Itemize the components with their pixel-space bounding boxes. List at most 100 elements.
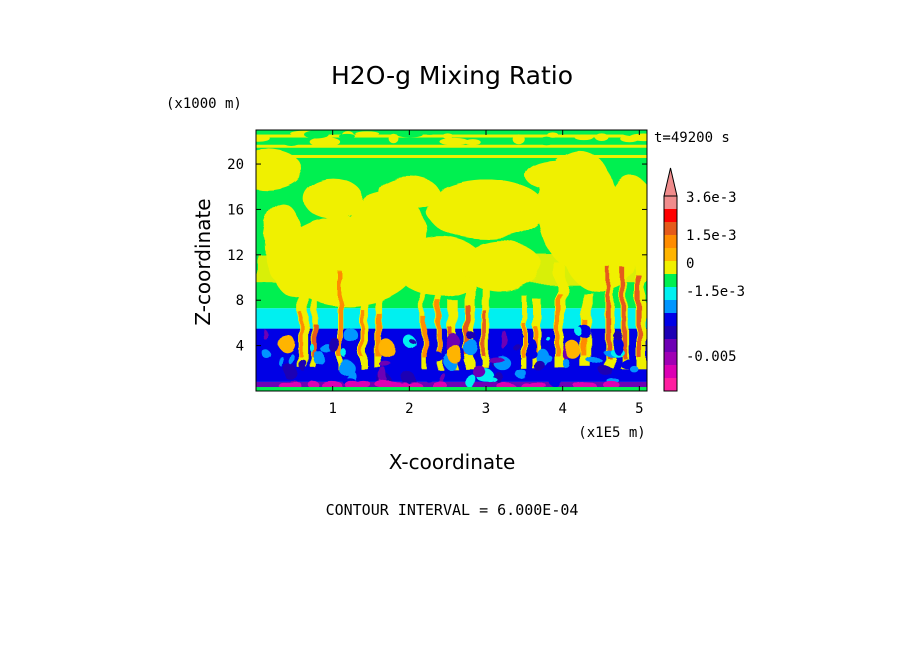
- contour-blob: [278, 334, 295, 353]
- plot-frame: [255, 129, 648, 392]
- surface-layer: [256, 387, 647, 391]
- contour-blob: [408, 337, 414, 343]
- contour-band: [256, 154, 647, 158]
- colorbar-label: 1.5e-3: [686, 228, 737, 244]
- contour-blob: [598, 366, 613, 375]
- plume: [298, 284, 309, 369]
- contour-blob: [513, 342, 520, 352]
- time-label: t=49200 s: [654, 130, 730, 146]
- contour-blob: [426, 179, 546, 240]
- plume-core: [556, 291, 561, 357]
- plume-core: [337, 271, 342, 357]
- contour-blob: [337, 359, 354, 375]
- x-axis: 1 2 3 4 5: [328, 130, 644, 417]
- contour-blob: [447, 345, 464, 364]
- colorbar-swatch: [664, 196, 677, 210]
- contour-blob: [606, 175, 647, 266]
- contour-blob: [423, 130, 436, 135]
- contour-blob: [378, 338, 395, 357]
- contour-blob: [302, 178, 363, 219]
- colorbar-label: 3.6e-3: [686, 190, 737, 206]
- colorbar-swatch: [664, 222, 677, 236]
- contour-blob: [612, 329, 621, 340]
- y-tick-label: 12: [227, 248, 244, 264]
- plume-core: [483, 310, 487, 357]
- contour-blob: [479, 376, 498, 383]
- contour-blob: [439, 137, 469, 146]
- x-tick-label: 4: [558, 401, 566, 417]
- x-tick-label: 3: [482, 401, 490, 417]
- contour-blob: [566, 342, 583, 361]
- contour-field: [256, 130, 647, 391]
- colorbar-swatch: [664, 248, 677, 262]
- plume-core: [605, 266, 611, 357]
- contour-blob: [533, 360, 545, 372]
- x-axis-label: X-coordinate: [389, 450, 516, 474]
- contour-blob: [547, 132, 559, 138]
- contour-blob: [429, 351, 443, 361]
- contour-band: [256, 144, 647, 148]
- contour-blob: [465, 373, 476, 389]
- contour-blob: [262, 328, 267, 340]
- contour-blob: [512, 134, 525, 145]
- contour-blob: [472, 365, 486, 378]
- contour-blob: [628, 364, 638, 372]
- x-tick-label: 2: [405, 401, 413, 417]
- colorbar-swatch: [664, 339, 677, 353]
- contour-blob: [379, 177, 440, 208]
- x-unit-label: (x1E5 m): [578, 425, 645, 441]
- plume-core: [621, 268, 626, 357]
- contour-blob: [424, 373, 433, 382]
- contour-blob: [289, 353, 295, 366]
- contour-blob: [380, 362, 393, 369]
- contour-blob: [380, 368, 389, 386]
- chart-title: H2O-g Mixing Ratio: [331, 61, 573, 90]
- contour-blob: [388, 133, 399, 144]
- contour-blob: [313, 351, 321, 364]
- contour-blob: [283, 371, 293, 378]
- contour-blob: [329, 337, 340, 354]
- contour-blob: [341, 349, 348, 358]
- contour-blob: [574, 134, 594, 141]
- contour-blob: [628, 133, 647, 142]
- contour-interval-note: CONTOUR INTERVAL = 6.000E-04: [326, 501, 579, 519]
- contour-blob: [299, 359, 308, 372]
- contour-blob: [619, 357, 635, 369]
- contour-blob: [342, 327, 358, 342]
- y-unit-label: (x1000 m): [166, 96, 242, 112]
- contour-blob: [309, 343, 315, 352]
- contour-blob: [501, 330, 507, 351]
- colorbar-swatch: [664, 287, 677, 301]
- contour-blob: [355, 131, 380, 136]
- plume-core: [312, 323, 317, 357]
- y-axis: 4 8 12 16 20: [227, 157, 647, 355]
- y-axis-label: Z-coordinate: [191, 198, 215, 325]
- contour-blob: [465, 341, 481, 358]
- colorbar-swatch: [664, 378, 677, 392]
- colorbar-swatch: [664, 352, 677, 366]
- contour-blob: [280, 356, 285, 368]
- contour-blob: [439, 370, 444, 384]
- colorbar-swatch: [664, 209, 677, 223]
- contour-blob: [539, 136, 554, 146]
- plume-core: [521, 322, 526, 357]
- moist-region: [256, 149, 647, 306]
- plume-core: [437, 301, 442, 357]
- contour-blob: [563, 360, 572, 370]
- contour-blob: [611, 335, 622, 354]
- contour-blob: [594, 133, 609, 141]
- contour-blob: [309, 137, 341, 147]
- contour-blob: [525, 349, 538, 359]
- y-tick-label: 20: [227, 157, 244, 173]
- contour-blob: [467, 333, 478, 341]
- contour-blob: [304, 130, 329, 139]
- plume-core: [360, 309, 364, 357]
- colorbar: 3.6e-3 1.5e-3 0 -1.5e-3 -0.005: [663, 167, 745, 392]
- contour-blob: [338, 133, 355, 139]
- colorbar-swatch: [664, 261, 677, 275]
- contour-blob: [256, 252, 647, 284]
- contour-blob: [325, 365, 330, 370]
- colorbar-frame: [663, 195, 678, 392]
- plume-core: [465, 305, 471, 357]
- contour-blob: [515, 331, 522, 336]
